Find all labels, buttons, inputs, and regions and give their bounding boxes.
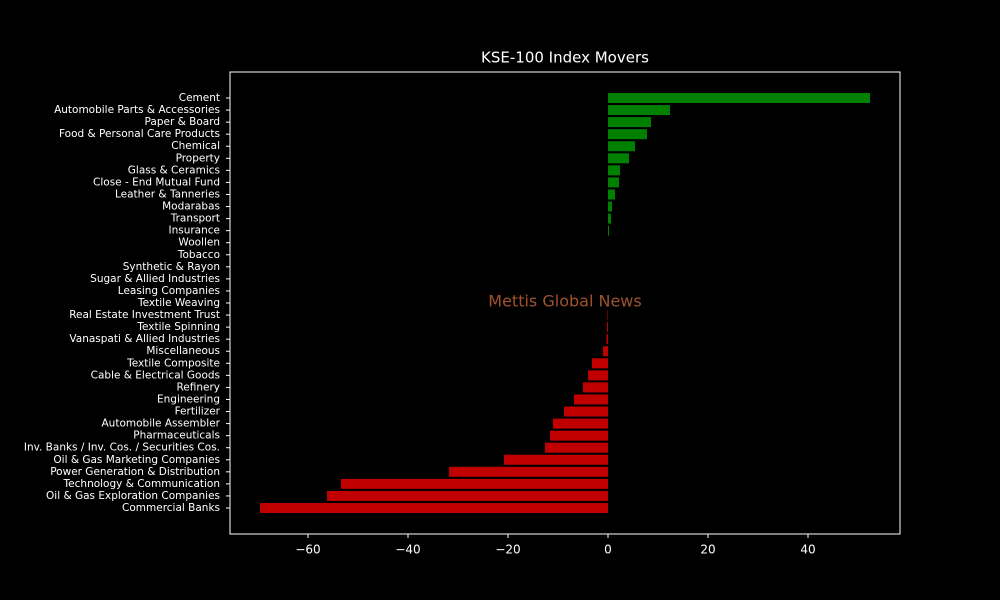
y-tick-label: Automobile Assembler <box>102 418 221 430</box>
y-tick-label: Real Estate Investment Trust <box>69 309 220 321</box>
y-tick-label: Food & Personal Care Products <box>59 128 220 140</box>
y-tick-label: Vanaspati & Allied Industries <box>69 333 220 345</box>
bar <box>608 129 647 140</box>
y-tick-label: Oil & Gas Marketing Companies <box>53 454 220 466</box>
y-tick-label: Commercial Banks <box>122 502 220 514</box>
x-tick-label: 0 <box>604 543 612 557</box>
bar <box>564 406 608 417</box>
y-tick-label: Pharmaceuticals <box>133 430 220 442</box>
bar <box>550 430 608 441</box>
bar <box>583 382 608 393</box>
bar <box>608 201 612 212</box>
y-tick-label: Oil & Gas Exploration Companies <box>46 490 220 502</box>
y-tick-label: Technology & Communication <box>63 478 220 490</box>
y-tick-label: Automobile Parts & Accessories <box>54 104 220 116</box>
y-tick-label: Textile Composite <box>126 357 220 369</box>
y-tick-label: Power Generation & Distribution <box>50 466 220 478</box>
watermark: Mettis Global News <box>488 292 641 311</box>
y-tick-label: Glass & Ceramics <box>128 164 220 176</box>
y-tick-label: Cable & Electrical Goods <box>91 369 220 381</box>
y-tick-label: Engineering <box>157 393 220 405</box>
x-tick-label: −40 <box>395 543 420 557</box>
x-tick-label: −20 <box>495 543 520 557</box>
bar <box>545 442 608 453</box>
bar <box>608 165 620 176</box>
x-tick-label: −60 <box>295 543 320 557</box>
plot-frame <box>229 71 901 535</box>
bar <box>603 346 608 357</box>
y-tick-label: Woollen <box>178 237 220 249</box>
bar <box>607 310 608 321</box>
y-tick-label: Sugar & Allied Industries <box>90 273 220 285</box>
bar <box>588 370 608 381</box>
bar <box>504 454 608 465</box>
y-tick-label: Paper & Board <box>145 116 220 128</box>
bar <box>260 503 608 513</box>
bar <box>608 153 629 164</box>
bar <box>608 225 609 236</box>
bar <box>608 117 651 128</box>
y-tick-label: Refinery <box>176 381 220 393</box>
y-tick-label: Fertilizer <box>175 406 221 418</box>
bar <box>553 418 608 429</box>
y-tick-label: Synthetic & Rayon <box>123 261 220 273</box>
bar <box>606 334 608 345</box>
bar <box>608 93 870 103</box>
bar <box>327 490 608 501</box>
y-tick-label: Leather & Tanneries <box>115 188 220 200</box>
x-tick-label: 20 <box>700 543 715 557</box>
y-tick-label: Chemical <box>171 140 220 152</box>
y-tick-label: Leasing Companies <box>118 285 220 297</box>
bar <box>608 105 670 116</box>
bar <box>341 478 608 489</box>
y-tick-label: Textile Weaving <box>137 297 220 309</box>
y-tick-label: Miscellaneous <box>146 345 220 357</box>
y-tick-label: Tobacco <box>177 249 220 261</box>
y-tick-label: Insurance <box>168 225 220 237</box>
y-tick-label: Modarabas <box>162 201 220 213</box>
y-tick-label: Inv. Banks / Inv. Cos. / Securities Cos. <box>24 442 220 454</box>
bar <box>608 141 635 152</box>
y-tick-label: Property <box>176 152 220 164</box>
bar <box>608 177 619 188</box>
y-tick-label: Textile Spinning <box>136 321 220 333</box>
bar <box>592 358 608 369</box>
bar <box>574 394 608 405</box>
y-tick-label: Transport <box>170 213 220 225</box>
bar <box>449 466 608 477</box>
y-tick-label: Cement <box>179 92 220 104</box>
chart-title: KSE-100 Index Movers <box>481 49 649 67</box>
bar <box>608 213 611 224</box>
bar <box>607 322 608 333</box>
x-tick-label: 40 <box>800 543 815 557</box>
bar <box>608 189 615 200</box>
y-tick-label: Close - End Mutual Fund <box>93 176 220 188</box>
